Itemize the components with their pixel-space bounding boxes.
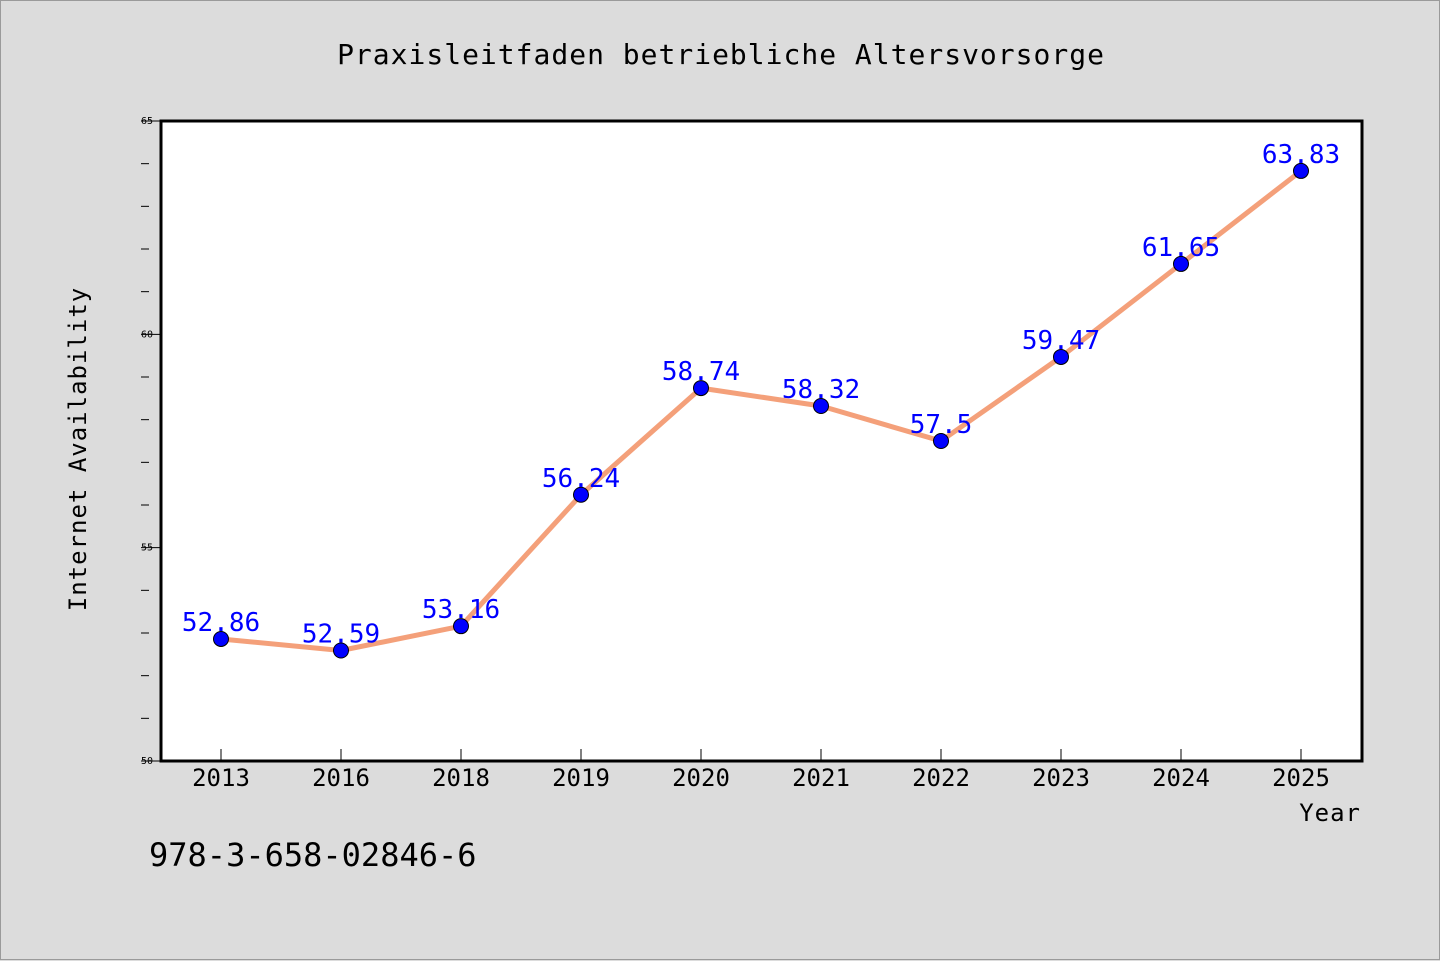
data-point bbox=[1053, 348, 1069, 365]
data-label: 52.59 bbox=[302, 619, 380, 649]
chart-title: Praxisleitfaden betriebliche Altersvorso… bbox=[337, 38, 1105, 71]
data-label: 52.86 bbox=[182, 608, 260, 638]
data-point bbox=[333, 642, 349, 659]
x-tick-label: 2019 bbox=[552, 764, 610, 792]
data-point bbox=[813, 398, 829, 415]
x-tick-label: 2020 bbox=[672, 764, 730, 792]
x-tick-label: 2021 bbox=[792, 764, 850, 792]
x-tick-label: 2016 bbox=[312, 764, 370, 792]
y-tick-label: 50 bbox=[141, 756, 153, 767]
isbn-text: 978-3-658-02846-6 bbox=[149, 836, 477, 874]
x-tick-label: 2013 bbox=[192, 764, 250, 792]
data-point bbox=[933, 433, 949, 449]
data-point bbox=[213, 630, 229, 647]
x-tick-label: 2024 bbox=[1152, 764, 1210, 792]
data-label: 58.74 bbox=[662, 357, 740, 387]
data-point bbox=[573, 486, 589, 503]
x-tick-label: 2025 bbox=[1272, 764, 1330, 792]
y-tick-label: 65 bbox=[141, 116, 153, 127]
x-axis: 2013 2016 2018 2019 2020 2021 2022 2023 2024 2025 bbox=[192, 749, 1330, 792]
y-axis: 50 55 60 65 bbox=[141, 116, 161, 767]
data-label: 61.65 bbox=[1142, 233, 1220, 263]
y-axis-label: Internet Availability bbox=[64, 287, 92, 611]
x-tick-label: 2023 bbox=[1032, 764, 1090, 792]
data-label: 56.24 bbox=[542, 464, 620, 494]
data-label: 63.83 bbox=[1262, 140, 1340, 170]
x-axis-label: Year bbox=[1299, 799, 1361, 827]
y-tick-label: 55 bbox=[141, 543, 153, 554]
x-tick-label: 2018 bbox=[432, 764, 490, 792]
plot-area bbox=[159, 119, 1364, 763]
data-point bbox=[453, 618, 469, 635]
series-line bbox=[218, 168, 1304, 653]
data-label: 53.16 bbox=[422, 595, 500, 625]
x-tick-label: 2022 bbox=[912, 764, 970, 792]
y-tick-label: 60 bbox=[141, 329, 153, 340]
data-label: 58.32 bbox=[782, 375, 860, 405]
data-label: 59.47 bbox=[1022, 326, 1100, 356]
series-layer: 52.86 52.59 53.16 56.24 58.74 58.32 57.5 59.47 6… bbox=[182, 140, 1340, 659]
data-point bbox=[1293, 162, 1309, 179]
data-label: 57.5 bbox=[910, 410, 973, 440]
data-point bbox=[693, 380, 709, 397]
data-point bbox=[1173, 255, 1189, 272]
